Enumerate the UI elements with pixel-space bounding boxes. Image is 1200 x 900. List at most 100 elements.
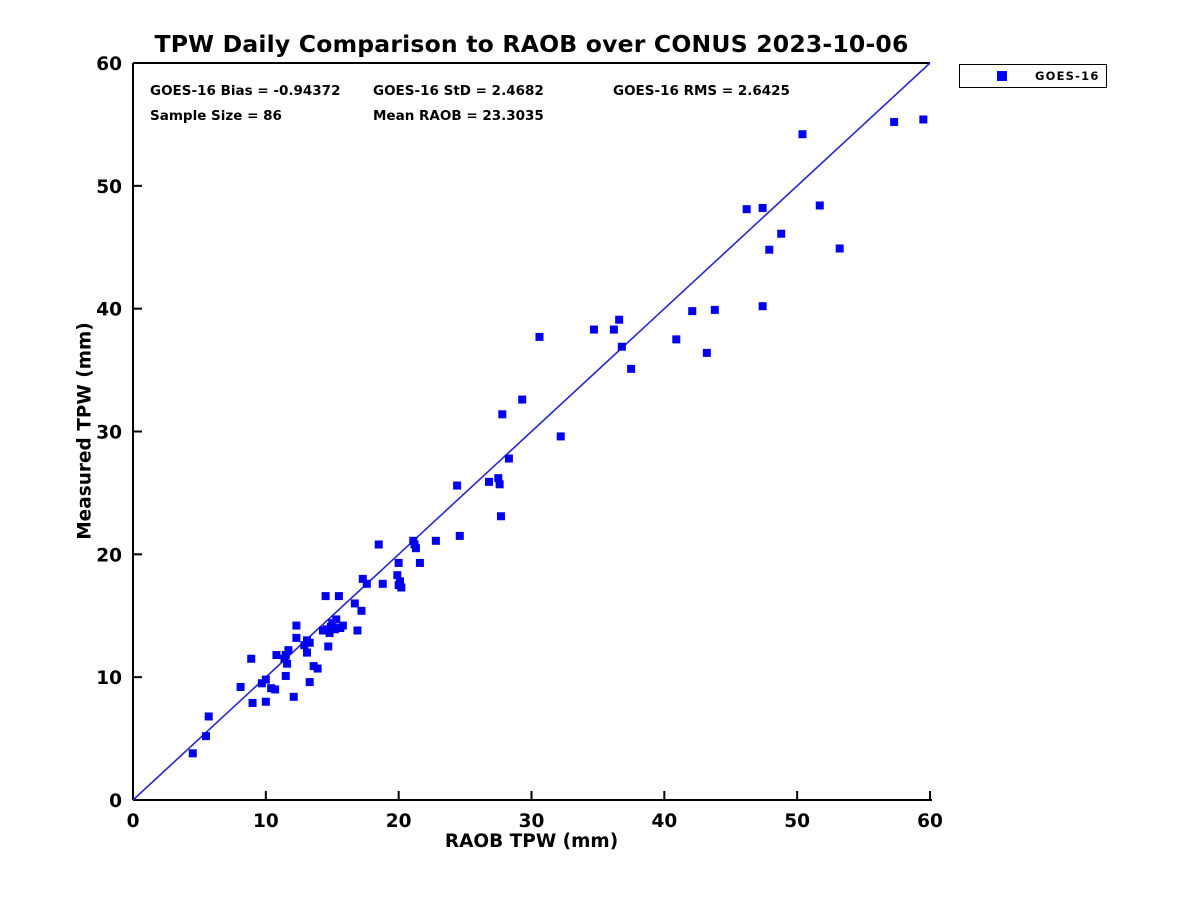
data-point: [281, 671, 290, 680]
data-point: [300, 641, 309, 650]
data-point: [672, 335, 681, 344]
legend-square-marker-icon: [997, 71, 1007, 81]
axes-frame: [132, 62, 932, 801]
data-point: [303, 648, 312, 657]
x-tick-label: 20: [386, 811, 412, 832]
legend-box: GOES-16: [959, 64, 1107, 88]
data-point: [484, 477, 493, 486]
data-point: [589, 325, 598, 334]
data-point: [305, 638, 314, 647]
data-point: [518, 395, 527, 404]
data-point: [261, 697, 270, 706]
data-point: [318, 626, 327, 635]
data-point: [272, 651, 281, 660]
data-point: [284, 646, 293, 655]
data-point: [330, 625, 339, 634]
data-point: [202, 732, 211, 741]
data-point: [188, 749, 197, 758]
data-point: [394, 558, 403, 567]
data-point: [248, 698, 257, 707]
data-point: [765, 245, 774, 254]
data-point: [758, 203, 767, 212]
data-point: [496, 512, 505, 521]
data-point: [495, 480, 504, 489]
data-point: [338, 621, 347, 630]
x-tick-label: 30: [519, 811, 545, 832]
data-point: [615, 315, 624, 324]
data-point: [374, 540, 383, 549]
data-point: [362, 579, 371, 588]
data-point: [777, 229, 786, 238]
stat-rms: GOES-16 RMS = 2.6425: [613, 83, 790, 99]
data-point: [350, 599, 359, 608]
data-point: [353, 626, 362, 635]
y-tick-label: 20: [96, 545, 122, 566]
data-point: [334, 592, 343, 601]
y-tick-label: 50: [96, 177, 122, 198]
data-point: [609, 325, 618, 334]
data-point: [453, 481, 462, 490]
data-point: [358, 574, 367, 583]
stat-sample-size: Sample Size = 86: [150, 108, 282, 124]
data-point: [798, 130, 807, 139]
data-point: [292, 633, 301, 642]
x-tick-label: 0: [127, 811, 140, 832]
data-point: [835, 244, 844, 253]
data-point: [919, 115, 928, 124]
identity-line: [132, 62, 931, 801]
data-point: [271, 685, 280, 694]
data-point: [758, 302, 767, 311]
data-point: [328, 619, 337, 628]
data-point: [261, 675, 270, 684]
data-point: [305, 678, 314, 687]
data-point: [498, 410, 507, 419]
y-tick-label: 30: [96, 423, 122, 444]
data-point: [815, 201, 824, 210]
data-point: [236, 682, 245, 691]
data-point: [627, 364, 636, 373]
data-point: [292, 621, 301, 630]
data-point: [688, 307, 697, 316]
data-point: [410, 540, 419, 549]
data-point: [415, 558, 424, 567]
data-point: [504, 454, 513, 463]
data-point: [289, 692, 298, 701]
data-point: [325, 628, 334, 637]
data-point: [617, 342, 626, 351]
data-point: [321, 592, 330, 601]
stat-mean-raob: Mean RAOB = 23.3035: [373, 108, 544, 124]
y-tick-label: 0: [109, 791, 122, 812]
x-axis-label: RAOB TPW (mm): [444, 831, 619, 852]
data-point: [742, 205, 751, 214]
data-point: [313, 664, 322, 673]
data-point: [455, 531, 464, 540]
stat-bias: GOES-16 Bias = -0.94372: [150, 83, 341, 99]
data-point: [535, 332, 544, 341]
data-point: [247, 654, 256, 663]
x-tick-label: 60: [917, 811, 943, 832]
data-point: [702, 348, 711, 357]
data-point: [204, 712, 213, 721]
y-tick-label: 40: [96, 300, 122, 321]
data-point: [494, 474, 503, 483]
data-point: [378, 579, 387, 588]
data-point: [281, 651, 290, 660]
y-axis-label: Measured TPW (mm): [74, 322, 96, 540]
data-point: [397, 583, 406, 592]
data-point: [556, 432, 565, 441]
y-tick-label: 10: [96, 668, 122, 689]
y-tick-label: 60: [96, 54, 122, 75]
data-point: [710, 305, 719, 314]
data-point: [431, 536, 440, 545]
legend-series-label: GOES-16: [1035, 69, 1100, 83]
data-point: [890, 117, 899, 126]
data-point: [395, 577, 404, 586]
data-point: [357, 606, 366, 615]
x-tick-label: 50: [784, 811, 810, 832]
x-tick-label: 10: [253, 811, 279, 832]
data-point: [393, 571, 402, 580]
data-point: [324, 642, 333, 651]
chart-title: TPW Daily Comparison to RAOB over CONUS …: [154, 30, 909, 58]
